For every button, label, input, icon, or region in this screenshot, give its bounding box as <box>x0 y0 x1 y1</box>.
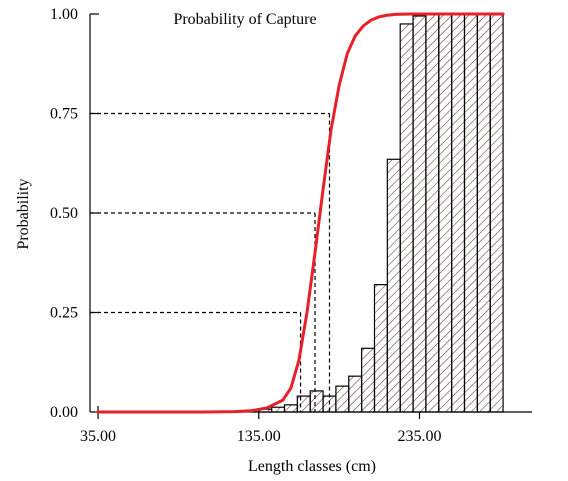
histogram-bar <box>309 390 324 413</box>
histogram-bar <box>412 15 427 413</box>
histogram-bar <box>386 158 401 413</box>
histogram-bar <box>438 13 453 413</box>
histogram-bar <box>271 406 286 413</box>
histogram-bar <box>476 13 491 413</box>
reference-lines-layer <box>90 112 331 412</box>
histogram-bar <box>425 13 440 413</box>
axes-layer: 0.00 0.25 0.50 0.75 1.00 35.00 135.00 235.00 <box>50 6 532 445</box>
histogram-bar <box>451 13 466 413</box>
x-tick-label: 35.00 <box>80 428 116 445</box>
histogram-bar <box>361 347 376 413</box>
histogram-bar <box>463 13 478 413</box>
histogram-bar <box>399 23 414 413</box>
histogram-bar <box>489 13 504 413</box>
chart-title: Probability of Capture <box>173 11 316 28</box>
x-tick-label: 235.00 <box>397 428 441 445</box>
histogram-bar <box>296 395 311 413</box>
x-axis-label: Length classes (cm) <box>248 458 376 475</box>
y-tick-label: 0.50 <box>50 205 78 222</box>
y-tick-label: 1.00 <box>50 6 78 23</box>
probability-curve <box>96 12 505 414</box>
y-axis-label: Probability <box>15 178 32 249</box>
curve-layer <box>96 12 505 414</box>
y-tick-label: 0.75 <box>50 106 78 123</box>
x-tick-label: 135.00 <box>237 428 281 445</box>
histogram-bar <box>335 385 350 413</box>
y-tick-label: 0.00 <box>50 404 78 421</box>
histogram-bar <box>373 284 388 413</box>
histogram-bar <box>348 375 363 413</box>
y-tick-label: 0.25 <box>50 305 78 322</box>
histogram-bar <box>283 404 298 413</box>
